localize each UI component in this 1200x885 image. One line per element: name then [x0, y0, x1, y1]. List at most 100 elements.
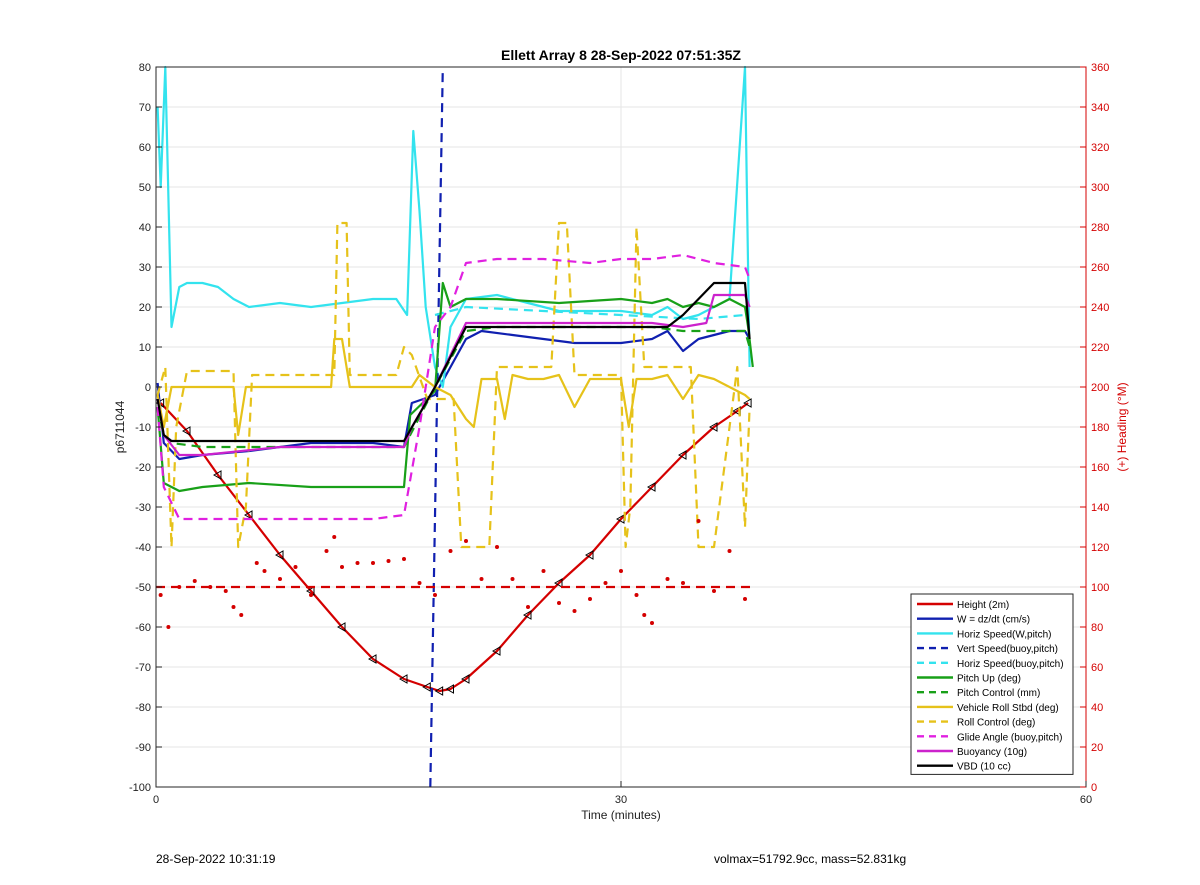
- y-tick-label-right: 320: [1091, 142, 1109, 154]
- series-0-marker: [445, 684, 454, 694]
- x-tick-label: 30: [615, 794, 627, 806]
- series-0-marker: [553, 578, 563, 588]
- series-line-5: [156, 281, 754, 493]
- y-tick-label-left: -10: [135, 422, 151, 434]
- series-13-point: [433, 593, 437, 597]
- series-13-point: [642, 613, 647, 617]
- series-line-4: [434, 305, 746, 321]
- series-0-marker: [708, 422, 718, 432]
- footer-summary: volmax=51792.9cc, mass=52.831kg: [714, 852, 907, 866]
- y-tick-label-left: 0: [145, 382, 151, 394]
- legend: Height (2m) W = dz/dt (cm/s) Horiz Speed(W…: [910, 593, 1074, 775]
- series-13-point: [557, 601, 561, 605]
- y-tick-label-left: 40: [139, 222, 151, 234]
- y-tick-label-right: 100: [1091, 582, 1109, 594]
- y-tick-label-right: 280: [1091, 222, 1109, 234]
- legend-label: W = dz/dt (cm/s): [957, 615, 1030, 626]
- x-axis: 0 30 60: [153, 781, 1092, 806]
- series-13-point: [262, 569, 267, 573]
- y-tick-label-right: 140: [1091, 502, 1109, 514]
- series-13-point: [712, 589, 716, 593]
- series-0-marker: [274, 550, 284, 560]
- x-axis-label: Time (minutes): [581, 808, 661, 822]
- y-tick-label-right: 240: [1091, 302, 1109, 314]
- y-tick-label-left: -40: [135, 542, 151, 554]
- series-0-marker: [398, 674, 408, 684]
- y-tick-label-left: 10: [139, 342, 151, 354]
- series-13-point: [634, 593, 639, 597]
- series-13-point: [192, 579, 197, 583]
- y-tick-label-left: 20: [139, 302, 151, 314]
- y-tick-label-left: -30: [135, 502, 151, 514]
- y-tick-label-left: -60: [135, 622, 151, 634]
- series-13-point: [417, 581, 422, 585]
- y-axis-right-label: (+) Heading (°M): [1115, 382, 1129, 471]
- series-13-point: [332, 535, 337, 539]
- y-tick-label-left: -80: [135, 702, 151, 714]
- y-tick-label-right: 40: [1091, 702, 1103, 714]
- series-13-point: [324, 549, 329, 553]
- series-line-0: [159, 402, 749, 693]
- y-tick-label-right: 0: [1091, 782, 1097, 794]
- x-tick-label: 60: [1080, 794, 1092, 806]
- series-0-marker: [181, 426, 191, 436]
- legend-label: Horiz Speed(buoy,pitch): [957, 659, 1064, 670]
- series-line-8: [156, 221, 751, 549]
- y-tick-label-left: -20: [135, 462, 151, 474]
- y-tick-label-right: 160: [1091, 462, 1109, 474]
- series-13-point: [239, 613, 244, 617]
- series-13-point: [572, 609, 577, 613]
- y-tick-label-left: 70: [139, 102, 151, 114]
- series-0-marker: [336, 622, 346, 632]
- series-line-10: [156, 293, 751, 457]
- legend-label: Buoyancy (10g): [957, 747, 1027, 758]
- series-13-point: [650, 621, 654, 625]
- legend-box: [910, 593, 1074, 775]
- legend-label: Roll Control (deg): [957, 718, 1035, 729]
- y-tick-label-left: -50: [135, 582, 151, 594]
- series-13-point: [278, 577, 282, 581]
- series-line-11: [156, 281, 751, 443]
- series-13-point: [158, 593, 163, 597]
- series-13-point: [588, 597, 592, 601]
- series-line-3: [429, 66, 444, 788]
- series-13-point: [727, 549, 732, 553]
- series-13-point: [619, 569, 623, 573]
- series-0-marker: [743, 398, 752, 408]
- series-13-point: [603, 581, 608, 585]
- y-tick-label-left: 50: [139, 182, 151, 194]
- y-tick-label-right: 260: [1091, 262, 1109, 274]
- series-13-point: [464, 539, 468, 543]
- series-13-point: [177, 585, 182, 589]
- legend-label: VBD (10 cc): [957, 762, 1011, 773]
- y-tick-label-right: 220: [1091, 342, 1109, 354]
- series-line-6: [156, 325, 751, 449]
- series-13-point: [402, 557, 406, 561]
- series-13-point: [696, 519, 701, 523]
- y-tick-label-right: 20: [1091, 742, 1103, 754]
- series-13-point: [510, 577, 515, 581]
- legend-label: Vert Speed(buoy,pitch): [957, 644, 1058, 655]
- y-tick-label-right: 300: [1091, 182, 1109, 194]
- right-axis: 0 20 40 60 80 100 120 140 160 180 200 220 240 260 280 3…: [1080, 62, 1109, 794]
- series-13-point: [526, 605, 530, 609]
- y-tick-label-left: -70: [135, 662, 151, 674]
- series-0-marker: [677, 450, 687, 460]
- series-13-point: [293, 565, 298, 569]
- y-tick-label-left: 30: [139, 262, 151, 274]
- series-13-point: [231, 605, 236, 609]
- left-axis: -100-90-80-70-60-50-40-30-20-10010203040…: [129, 62, 162, 794]
- series-0-marker: [243, 510, 253, 520]
- series-0-marker: [305, 586, 315, 596]
- series-13-point: [254, 561, 259, 565]
- y-tick-label-left: -90: [135, 742, 151, 754]
- series-0-marker: [434, 686, 444, 696]
- legend-label: Glide Angle (buoy,pitch): [957, 732, 1062, 743]
- series-13-point: [208, 585, 213, 589]
- series-0-marker: [212, 470, 222, 480]
- series-13-point: [355, 561, 360, 565]
- footer-timestamp: 28-Sep-2022 10:31:19: [156, 852, 276, 866]
- y-tick-label-right: 180: [1091, 422, 1109, 434]
- series-13-point: [479, 577, 484, 581]
- series-0-marker: [491, 646, 501, 656]
